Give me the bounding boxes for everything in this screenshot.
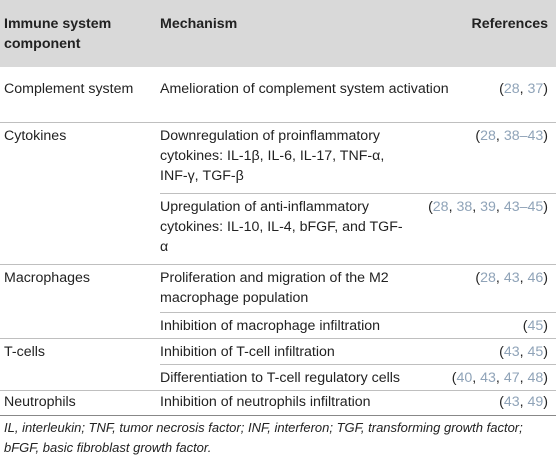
ref-link[interactable]: 38–43	[503, 128, 544, 144]
ref-link[interactable]: 28	[480, 270, 496, 286]
row-0-refs: (28, 37)	[499, 81, 548, 97]
row-divider	[0, 338, 556, 339]
row-2-mechanism: Upregulation of anti-inflammatory cytoki…	[160, 199, 403, 255]
ref-link[interactable]: 47	[503, 370, 520, 386]
table-bottom-rule	[0, 415, 556, 416]
row-2-refs: (28, 38, 39, 43–45)	[428, 199, 548, 215]
row-divider	[0, 264, 556, 265]
header-component: Immune system component	[4, 16, 112, 52]
ref-link[interactable]: 37	[527, 81, 544, 97]
header-references: References	[471, 16, 548, 32]
row-divider	[160, 193, 556, 194]
row-3-component: Macrophages	[4, 270, 90, 286]
ref-link[interactable]: 45	[527, 344, 544, 360]
row-divider	[0, 390, 556, 391]
header-mechanism: Mechanism	[160, 16, 238, 32]
row-4-refs: (45)	[522, 318, 548, 334]
row-6-refs: (40, 43, 47, 48)	[451, 370, 548, 386]
ref-link[interactable]: 43	[480, 370, 496, 386]
table-footnote: IL, interleukin; TNF, tumor necrosis fac…	[4, 420, 523, 455]
ref-link[interactable]: 45	[527, 318, 544, 334]
table-header: Immune system component Mechanism Refere…	[0, 0, 556, 67]
row-5-refs: (43, 45)	[499, 344, 548, 360]
row-1-refs: (28, 38–43)	[475, 128, 548, 144]
ref-link[interactable]: 39	[480, 199, 496, 215]
row-3-refs: (28, 43, 46)	[475, 270, 548, 286]
ref-link[interactable]: 28	[432, 199, 449, 215]
row-3-mechanism: Proliferation and migration of the M2 ma…	[160, 270, 389, 306]
row-0-component: Complement system	[4, 81, 134, 97]
ref-link[interactable]: 28	[480, 128, 496, 144]
ref-link[interactable]: 28	[503, 81, 520, 97]
ref-link[interactable]: 46	[527, 270, 544, 286]
ref-link[interactable]: 43	[503, 394, 520, 410]
ref-link[interactable]: 43	[503, 270, 520, 286]
row-1-component: Cytokines	[4, 128, 67, 144]
row-5-mechanism: Inhibition of T-cell infiltration	[160, 344, 335, 360]
row-7-mechanism: Inhibition of neutrophils infiltration	[160, 394, 371, 410]
immune-mechanism-table: Immune system component Mechanism Refere…	[0, 0, 556, 455]
row-1-mechanism: Downregulation of proinflammatory cytoki…	[160, 128, 385, 184]
row-0-mechanism: Amelioration of complement system activa…	[160, 81, 449, 97]
ref-link[interactable]: 40	[456, 370, 473, 386]
ref-link[interactable]: 38	[456, 199, 473, 215]
ref-link[interactable]: 49	[527, 394, 544, 410]
row-divider	[160, 364, 556, 365]
row-6-mechanism: Differentiation to T-cell regulatory cel…	[160, 370, 400, 386]
row-7-refs: (43, 49)	[499, 394, 548, 410]
row-4-mechanism: Inhibition of macrophage infiltration	[160, 318, 381, 334]
ref-link[interactable]: 48	[527, 370, 544, 386]
row-divider	[0, 122, 556, 123]
row-7-component: Neutrophils	[4, 394, 76, 410]
ref-link[interactable]: 43–45	[503, 199, 544, 215]
ref-link[interactable]: 43	[503, 344, 520, 360]
row-divider	[160, 312, 556, 313]
row-5-component: T-cells	[4, 344, 45, 360]
